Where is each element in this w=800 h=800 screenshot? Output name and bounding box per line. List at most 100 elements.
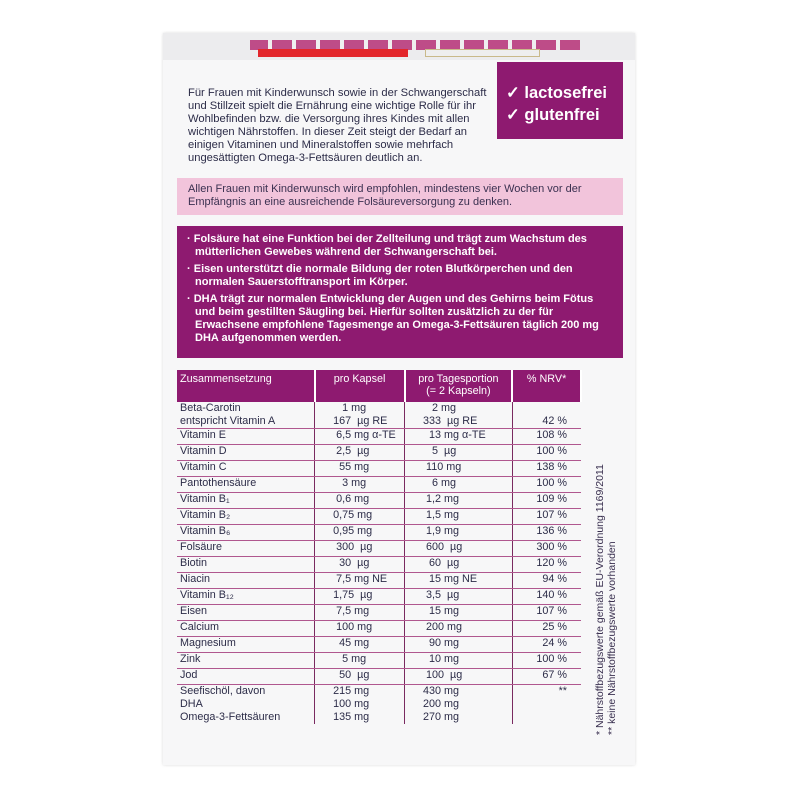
nrv-percent: 108 % [511,428,581,445]
intro-text: Für Frauen mit Kinderwunsch sowie in der… [188,87,487,165]
nutrient-name: Vitamin C [177,460,315,477]
nutrient-name: Pantothensäure [177,476,315,493]
free-from-badge: ✓ lactosefrei ✓ glutenfrei [497,62,623,139]
footnotes: * Nährstoffbezugswerte gemäß EU-Verordnu… [594,464,618,735]
nrv-percent: 300 % [511,540,581,557]
per-capsule: 1 mg 167 µg RE [314,402,405,429]
per-capsule: 0,6 mg [314,492,405,509]
nutrient-name: Calcium [177,620,315,637]
recommendation-box: Allen Frauen mit Kinderwunsch wird empfo… [177,178,623,215]
brand-tag [425,49,540,57]
table-row: Vitamin B₆ 0,95 mg 1,9 mg 136 % [177,524,581,541]
nutrient-name: Vitamin B₁₂ [177,588,315,605]
per-day: 2 mg 333 µg RE [404,402,513,429]
table-row: Niacin 7,5 mg NE 15 mg NE 94 % [177,572,581,589]
per-capsule: 215 mg 100 mg 135 mg [314,684,405,724]
per-capsule: 5 mg [314,652,405,669]
per-day: 3,5 µg [404,588,513,605]
per-day: 5 µg [404,444,513,461]
per-capsule: 55 mg [314,460,405,477]
nrv-percent: 107 % [511,604,581,621]
nutrient-name: Vitamin B₁ [177,492,315,509]
nutrient-name: Biotin [177,556,315,573]
nutrient-name: Eisen [177,604,315,621]
per-capsule: 7,5 mg [314,604,405,621]
per-day: 110 mg [404,460,513,477]
table-header-cell: pro Kapsel [314,370,406,402]
nutrient-name: Vitamin D [177,444,315,461]
nutrient-name: Vitamin B₂ [177,508,315,525]
per-day: 15 mg NE [404,572,513,589]
table-row: Vitamin C 55 mg 110 mg 138 % [177,460,581,477]
claim-item: DHA trägt zur normalen Entwicklung der A… [187,293,613,345]
nutrient-name: Folsäure [177,540,315,557]
footnote-no-nrv: ** keine Nährstoffbezugswerte vorhanden [606,541,618,735]
nrv-percent: 140 % [511,588,581,605]
per-day: 10 mg [404,652,513,669]
table-header-cell: pro Tagesportion (= 2 Kapseln) [404,370,514,402]
per-capsule: 0,95 mg [314,524,405,541]
nrv-percent: 136 % [511,524,581,541]
nrv-percent: 100 % [511,652,581,669]
table-row: Seefischöl, davon DHA Omega-3-Fettsäuren… [177,684,581,724]
claim-item: Eisen unterstützt die normale Bildung de… [187,263,613,289]
nrv-percent: ** [511,684,581,724]
per-capsule: 300 µg [314,540,405,557]
check-icon: ✓ [506,106,525,124]
nutrient-name: Beta-Carotin entspricht Vitamin A [177,402,315,429]
nrv-percent: 42 % [511,402,581,429]
health-claims: Folsäure hat eine Funktion bei der Zellt… [177,226,623,358]
nrv-percent: 94 % [511,572,581,589]
per-capsule: 100 mg [314,620,405,637]
glutenfree-label: glutenfrei [524,106,600,124]
table-row: Pantothensäure 3 mg 6 mg 100 % [177,476,581,493]
table-row: Vitamin B₁₂ 1,75 µg 3,5 µg 140 % [177,588,581,605]
per-day: 1,2 mg [404,492,513,509]
per-day: 1,5 mg [404,508,513,525]
nutrient-name: Seefischöl, davon DHA Omega-3-Fettsäuren [180,685,281,723]
nutrition-table: Zusammensetzung pro Kapsel pro Tagesportio… [177,370,582,724]
per-day: 90 mg [404,636,513,653]
per-capsule: 50 µg [314,668,405,685]
table-row: Beta-Carotin entspricht Vitamin A 1 mg 1… [177,402,581,429]
table-header-cell: Zusammensetzung [177,370,316,402]
nutrient-name: Vitamin B₆ [177,524,315,541]
per-day: 15 mg [404,604,513,621]
brand-label-red [258,49,408,57]
table-row: Vitamin E 6,5 mg α-TE 13 mg α-TE 108 % [177,428,581,445]
table-row: Biotin 30 µg 60 µg 120 % [177,556,581,573]
per-day: 430 mg 200 mg 270 mg [404,684,513,724]
per-capsule: 30 µg [314,556,405,573]
footnote-nrv: * Nährstoffbezugswerte gemäß EU-Verordnu… [594,464,606,735]
table-row: Magnesium 45 mg 90 mg 24 % [177,636,581,653]
nutrient-name: Magnesium [177,636,315,653]
table-row: Eisen 7,5 mg 15 mg 107 % [177,604,581,621]
table-row: Vitamin D 2,5 µg 5 µg 100 % [177,444,581,461]
nrv-percent: 67 % [511,668,581,685]
nrv-percent: 24 % [511,636,581,653]
nrv-percent: 100 % [511,444,581,461]
lactosefree-label: lactosefrei [524,84,607,102]
per-capsule: 0,75 mg [314,508,405,525]
per-day: 60 µg [404,556,513,573]
table-row: Folsäure 300 µg 600 µg 300 % [177,540,581,557]
nrv-percent: 25 % [511,620,581,637]
per-day: 600 µg [404,540,513,557]
table-row: Vitamin B₁ 0,6 mg 1,2 mg 109 % [177,492,581,509]
nutrient-name: Zink [177,652,315,669]
table-row: Zink 5 mg 10 mg 100 % [177,652,581,669]
check-icon: ✓ [506,84,525,102]
per-capsule: 7,5 mg NE [314,572,405,589]
nrv-percent: 138 % [511,460,581,477]
nutrient-name: Vitamin E [177,428,315,445]
nrv-percent: 100 % [511,476,581,493]
per-day: 13 mg α-TE [404,428,513,445]
nutrient-name: Niacin [177,572,315,589]
per-capsule: 45 mg [314,636,405,653]
table-header-cell: % NRV* [512,370,582,402]
per-day: 1,9 mg [404,524,513,541]
nrv-percent: 107 % [511,508,581,525]
table-row: Calcium 100 mg 200 mg 25 % [177,620,581,637]
per-capsule: 2,5 µg [314,444,405,461]
nutrient-name: Jod [177,668,315,685]
